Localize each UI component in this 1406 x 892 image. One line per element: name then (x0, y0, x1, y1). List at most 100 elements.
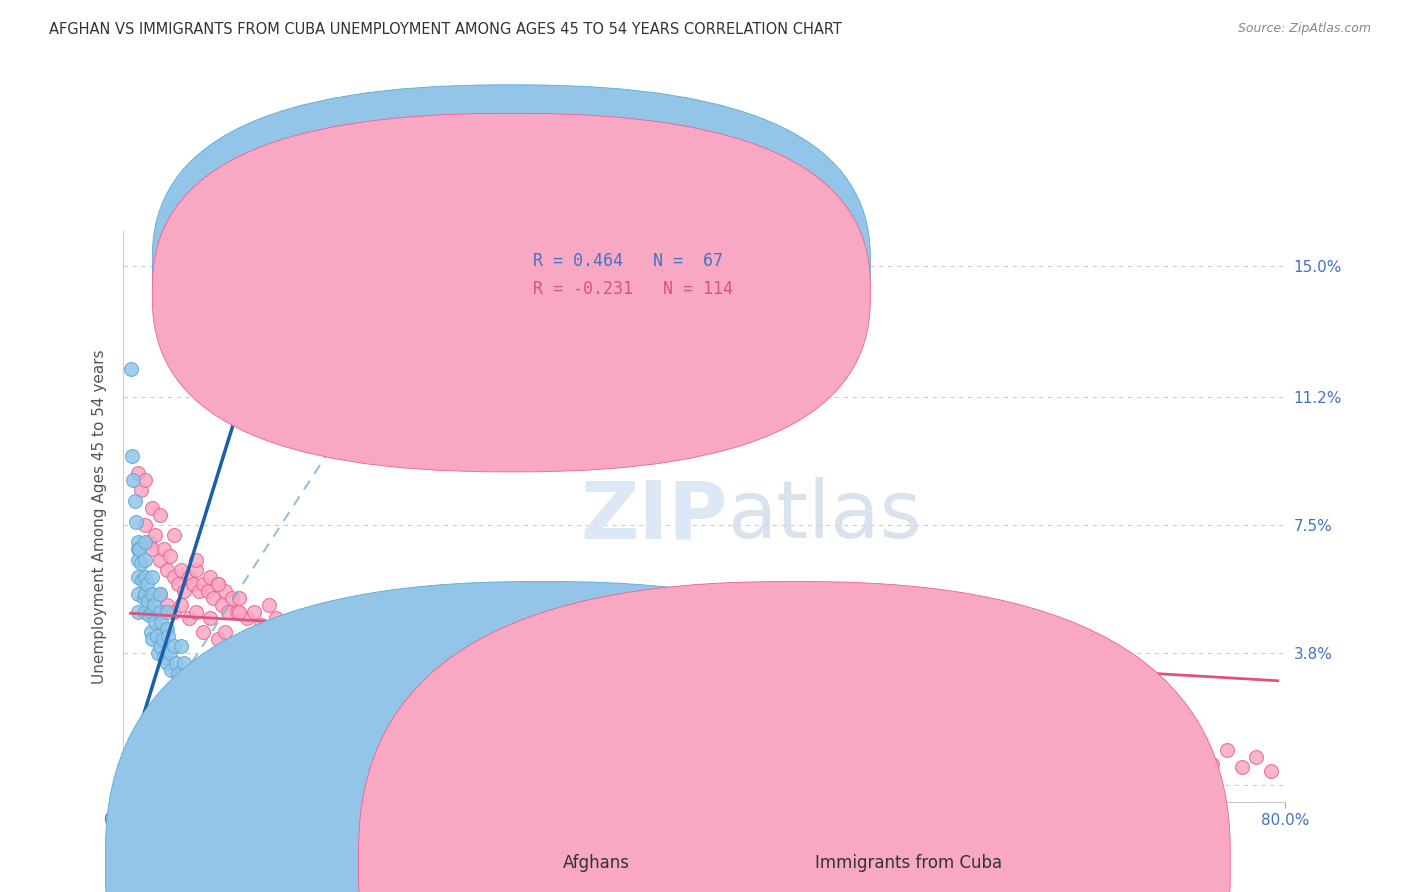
Point (134, 518, 156, 533)
Point (127, 570, 149, 584)
Point (214, 625, 236, 640)
Point (1129, 729, 1152, 743)
Point (214, 691, 236, 706)
Point (131, 574, 153, 588)
Point (122, 473, 145, 487)
Point (200, 611, 222, 625)
Point (388, 646, 411, 660)
Point (132, 591, 155, 605)
Point (1201, 756, 1223, 771)
Point (193, 625, 215, 640)
Point (983, 743, 1005, 757)
Point (181, 577, 204, 591)
Point (149, 508, 172, 522)
Point (1012, 708, 1035, 723)
Point (159, 549, 181, 564)
Point (1129, 749, 1152, 764)
Point (780, 666, 803, 681)
Point (127, 552, 149, 566)
Point (1260, 764, 1282, 778)
Point (217, 605, 239, 619)
Point (149, 587, 172, 601)
Point (432, 691, 454, 706)
Point (129, 483, 152, 498)
Point (127, 466, 149, 480)
Point (620, 715, 643, 730)
Point (250, 760, 273, 774)
Point (1244, 749, 1267, 764)
Point (402, 639, 425, 653)
Point (149, 587, 172, 601)
Point (548, 653, 571, 667)
Text: R = -0.231   N = 114: R = -0.231 N = 114 (533, 280, 734, 298)
Point (134, 605, 156, 619)
Point (150, 615, 173, 629)
Point (765, 725, 787, 739)
Point (489, 646, 512, 660)
Point (153, 542, 176, 557)
Point (153, 649, 176, 664)
Point (156, 657, 179, 671)
Point (235, 611, 257, 625)
Point (211, 598, 233, 612)
Point (207, 577, 229, 591)
Point (127, 542, 149, 557)
Point (228, 646, 250, 660)
Point (170, 598, 193, 612)
Point (461, 646, 484, 660)
Point (159, 646, 181, 660)
Point (432, 646, 454, 660)
Point (173, 583, 195, 598)
Point (160, 664, 183, 678)
Point (184, 563, 207, 577)
Point (250, 618, 273, 632)
Point (145, 629, 167, 643)
Point (202, 591, 225, 605)
Point (121, 449, 143, 463)
Point (211, 701, 233, 715)
Point (149, 605, 172, 619)
Point (301, 625, 323, 640)
Point (193, 577, 215, 591)
Point (228, 605, 250, 619)
Text: Immigrants from Cuba: Immigrants from Cuba (815, 854, 1002, 871)
Point (374, 639, 396, 653)
Point (693, 722, 716, 736)
Point (141, 632, 163, 647)
Point (120, 362, 142, 376)
Point (177, 611, 200, 625)
Point (1056, 747, 1078, 761)
Point (330, 666, 353, 681)
Point (287, 611, 309, 625)
Point (176, 673, 198, 688)
Point (149, 639, 172, 653)
Point (243, 749, 266, 764)
Point (146, 646, 169, 660)
Point (142, 598, 165, 612)
Point (217, 708, 239, 723)
FancyBboxPatch shape (152, 113, 870, 472)
Point (197, 691, 219, 706)
Point (911, 736, 934, 750)
Point (163, 570, 186, 584)
Point (138, 607, 160, 622)
Point (167, 577, 190, 591)
Point (184, 552, 207, 566)
FancyBboxPatch shape (152, 85, 870, 443)
Point (636, 673, 658, 688)
Point (955, 701, 977, 715)
Point (127, 605, 149, 619)
Point (214, 583, 236, 598)
Point (173, 657, 195, 671)
Point (143, 528, 166, 542)
Point (344, 632, 367, 647)
Point (127, 535, 149, 549)
Text: R = 0.464   N =  67: R = 0.464 N = 67 (533, 252, 724, 269)
Point (157, 629, 180, 643)
Point (315, 632, 337, 647)
Point (170, 639, 193, 653)
Point (489, 701, 512, 715)
Point (287, 646, 309, 660)
Point (475, 660, 498, 674)
Point (838, 732, 860, 747)
